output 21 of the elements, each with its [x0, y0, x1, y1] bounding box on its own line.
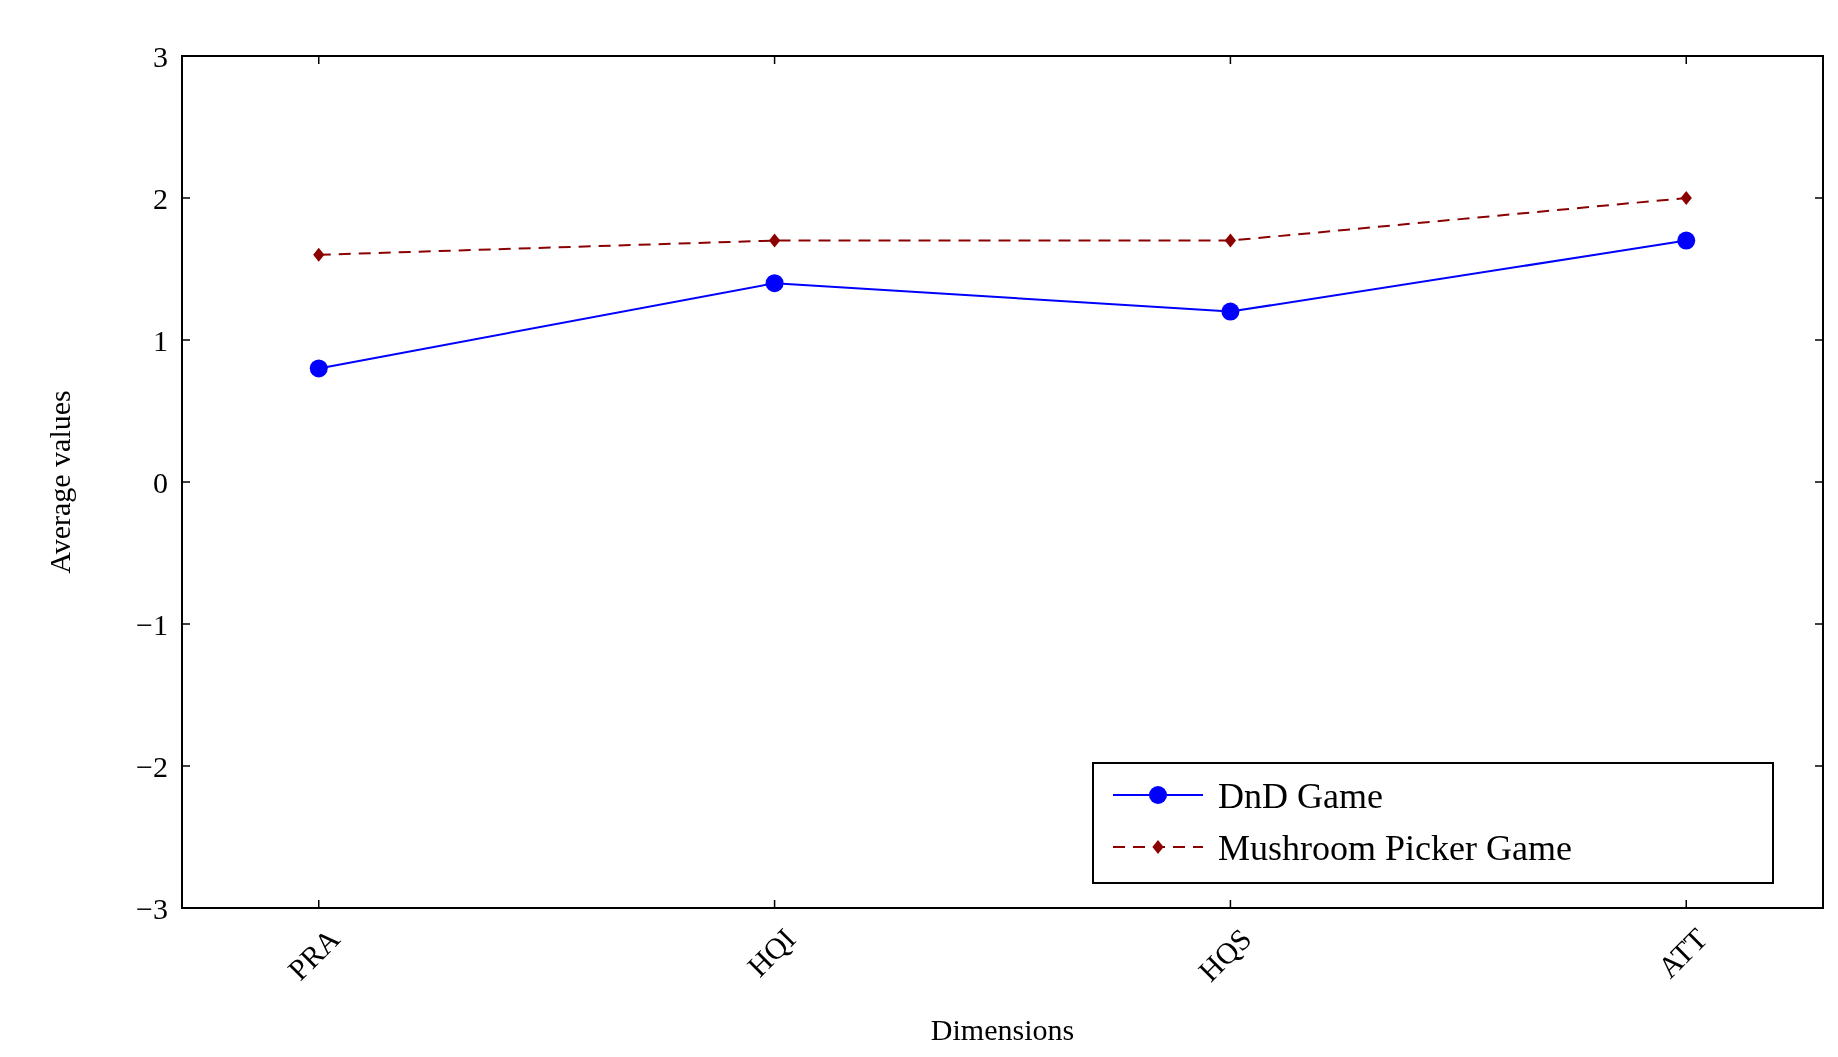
- y-tick-label: 1: [153, 323, 168, 357]
- x-axis-title: Dimensions: [930, 1013, 1075, 1046]
- y-tick-label: −3: [136, 891, 168, 925]
- legend-label: DnD Game: [1218, 775, 1383, 816]
- y-tick-label: −1: [136, 607, 168, 641]
- x-tick-label: HQI: [740, 921, 802, 983]
- point: [1221, 302, 1240, 321]
- y-tick-label: 3: [153, 39, 168, 73]
- legend-label: Mushroom Picker Game: [1218, 827, 1572, 868]
- point: [768, 233, 781, 248]
- point: [1680, 191, 1692, 205]
- point: [1677, 231, 1696, 250]
- y-axis-title: Average values: [43, 390, 76, 574]
- point: [1224, 233, 1237, 248]
- x-tick-label: PRA: [281, 921, 347, 987]
- point: [313, 247, 325, 262]
- y-tick-label: 2: [153, 181, 168, 215]
- y-tick-label: 0: [153, 465, 168, 499]
- y-tick-label: −2: [136, 749, 168, 783]
- point: [765, 274, 784, 293]
- point: [309, 359, 328, 378]
